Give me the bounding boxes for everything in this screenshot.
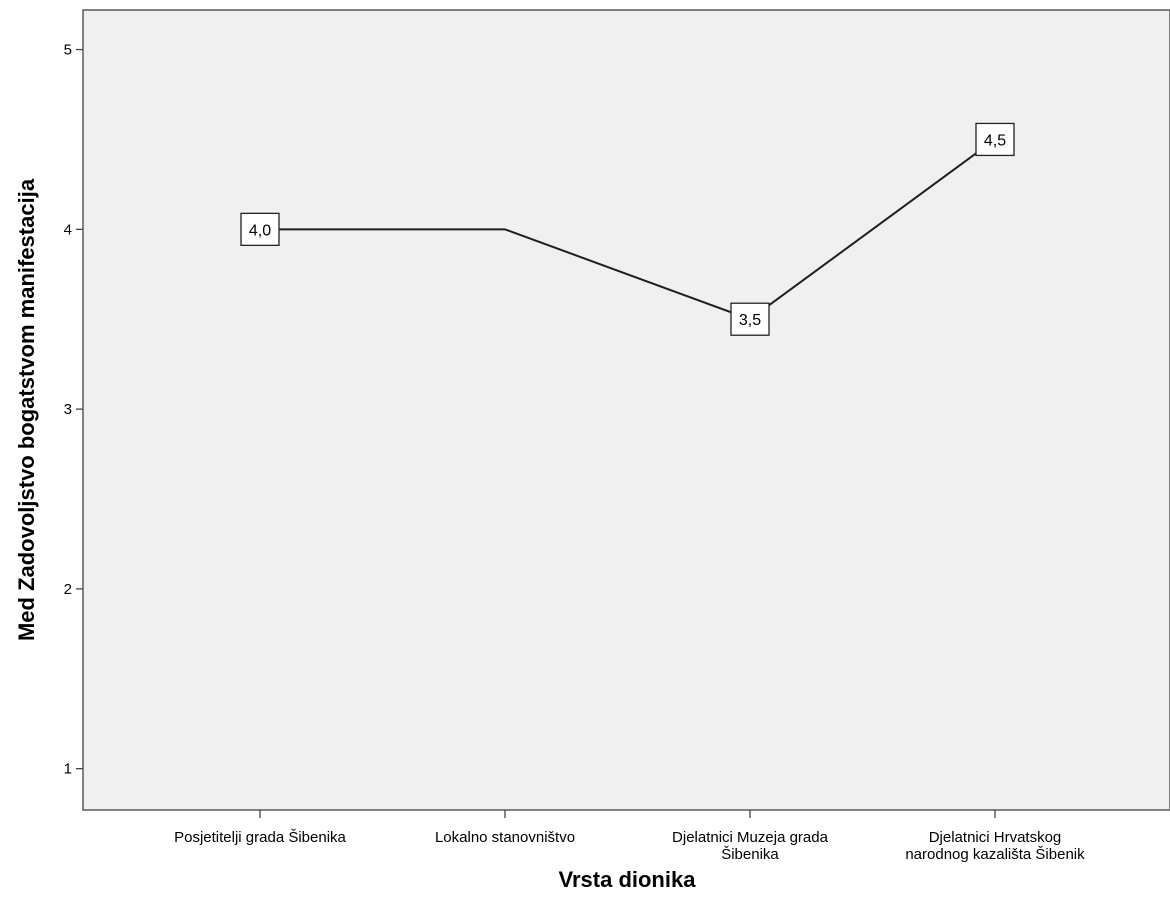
x-tick-label: Djelatnici Hrvatskog narodnog kazališta Š… — [905, 829, 1085, 863]
x-tick-label: Posjetitelji grada Šibenika — [174, 829, 346, 846]
data-label-text: 3,5 — [739, 312, 761, 329]
x-tick-label-line: Šibenika — [721, 846, 779, 863]
x-tick-label-line: Djelatnici Muzeja grada — [672, 829, 829, 846]
series-line — [260, 138, 996, 321]
data-label: 4,0 — [240, 212, 280, 246]
data-label-text: 4,0 — [249, 222, 271, 239]
data-label-box — [730, 302, 770, 336]
data-labels: 4,0 3,5 4,5 — [240, 122, 1015, 336]
x-tick-label-line: Djelatnici Hrvatskog — [929, 829, 1062, 846]
y-tick-label: 2 — [64, 581, 72, 598]
x-tick-label: Djelatnici Muzeja grada Šibenika — [672, 829, 829, 863]
y-tick-label: 5 — [64, 42, 72, 59]
x-tick-label-line: narodnog kazališta Šibenik — [905, 846, 1085, 863]
y-axis-title: Med Zadovoljstvo bogatstvom manifestacij… — [14, 178, 39, 641]
data-label-text: 4,5 — [984, 132, 1006, 149]
x-tick-label-line: Lokalno stanovništvo — [435, 829, 575, 846]
data-label-box — [975, 122, 1015, 157]
y-axis: 1 2 3 4 5 — [64, 42, 83, 778]
x-tick-label-line: Posjetitelji grada Šibenika — [174, 829, 346, 846]
x-axis-title: Vrsta dionika — [559, 867, 697, 892]
y-tick-label: 3 — [64, 401, 72, 418]
data-label: 3,5 — [730, 302, 770, 336]
data-label: 4,5 — [975, 122, 1015, 157]
data-label-box — [240, 212, 280, 246]
y-tick-label: 4 — [64, 221, 72, 238]
x-tick-label: Lokalno stanovništvo — [435, 829, 575, 846]
x-axis: Posjetitelji grada Šibenika Lokalno stano… — [174, 810, 1085, 863]
y-tick-label: 1 — [64, 761, 72, 778]
